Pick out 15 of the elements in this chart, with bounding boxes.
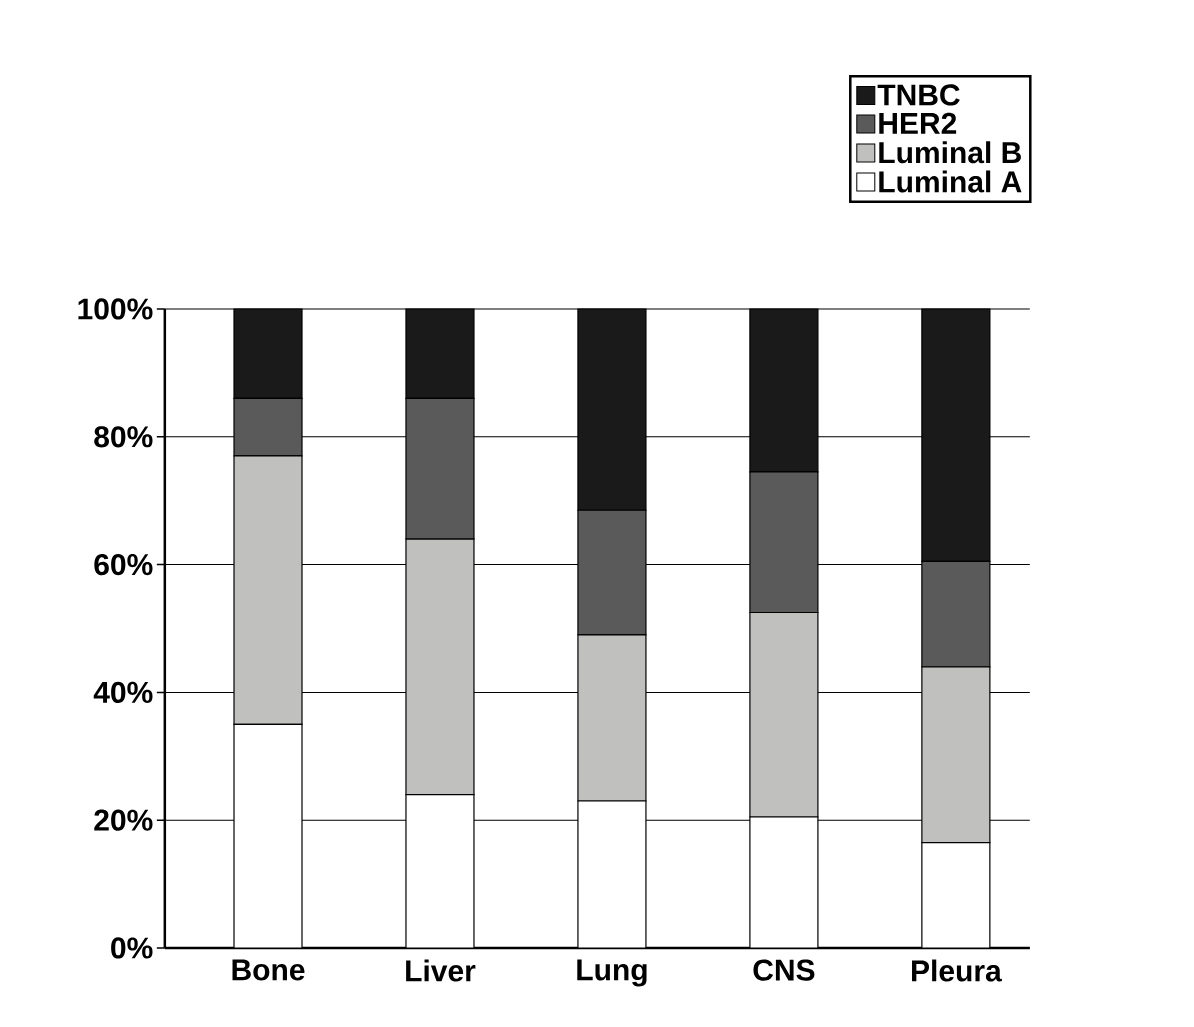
legend-label: Luminal A [879, 170, 1022, 193]
y-tick-label: 80% [94, 426, 153, 448]
y-tick-label: 60% [94, 553, 153, 576]
x-tick-label: Pleura [912, 959, 1002, 982]
x-tick-label: CNS [753, 959, 815, 981]
x-tick-label: Bone [232, 959, 305, 981]
y-tick-label: 20% [94, 809, 153, 831]
y-tick-label: 40% [93, 681, 153, 704]
x-tick-label: Liver [406, 959, 476, 982]
legend-label: Luminal B [879, 141, 1021, 164]
y-tick-label: 100% [78, 298, 153, 320]
x-tick-label: Lung [577, 959, 647, 987]
y-tick-label: 0% [111, 937, 153, 959]
legend-label: HER2 [879, 112, 957, 134]
legend-label: TNBC [877, 84, 960, 106]
